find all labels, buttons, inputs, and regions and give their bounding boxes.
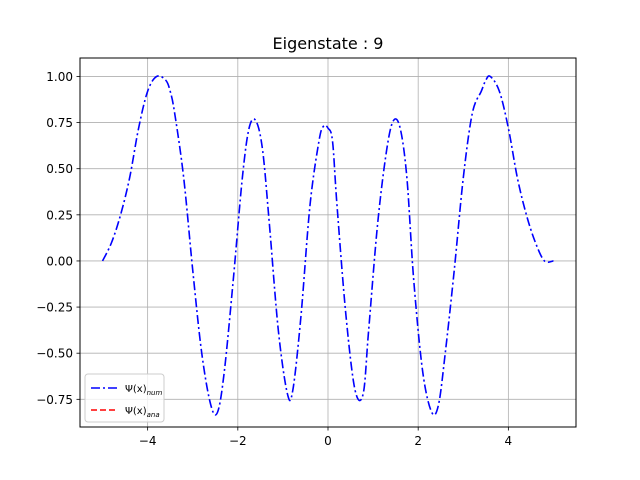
legend-label-main: Ψ(x) bbox=[125, 406, 147, 417]
y-tick-label: 1.00 bbox=[46, 70, 73, 84]
y-tick-label: 0.00 bbox=[46, 254, 73, 268]
x-tick-label: −2 bbox=[229, 434, 247, 448]
plot-area bbox=[101, 75, 554, 416]
x-tick-label: 2 bbox=[414, 434, 422, 448]
legend-label-num: Ψ(x)num bbox=[125, 384, 162, 397]
legend-label-main: Ψ(x) bbox=[125, 384, 147, 395]
x-tick-label: 4 bbox=[505, 434, 513, 448]
y-tick-label: −0.50 bbox=[36, 347, 73, 361]
series-line-num bbox=[101, 75, 554, 416]
y-tick-label: −0.75 bbox=[36, 393, 73, 407]
grid bbox=[80, 58, 576, 427]
x-tick-label: −4 bbox=[139, 434, 157, 448]
y-tick-label: 0.50 bbox=[46, 162, 73, 176]
legend-label-subscript: ana bbox=[147, 411, 160, 419]
y-tick-label: −0.25 bbox=[36, 301, 73, 315]
y-tick-label: 0.25 bbox=[46, 208, 73, 222]
axis-ticks: −4 −2 0 2 4 −0.75 −0.50 −0.25 0.00 0.25 0.50 0.75 1.… bbox=[36, 70, 512, 448]
legend-label-subscript: num bbox=[147, 389, 163, 397]
legend-label-ana: Ψ(x)ana bbox=[125, 406, 160, 419]
y-tick-label: 0.75 bbox=[46, 116, 73, 130]
x-tick-label: 0 bbox=[324, 434, 332, 448]
chart-title: Eigenstate : 9 bbox=[273, 34, 384, 53]
